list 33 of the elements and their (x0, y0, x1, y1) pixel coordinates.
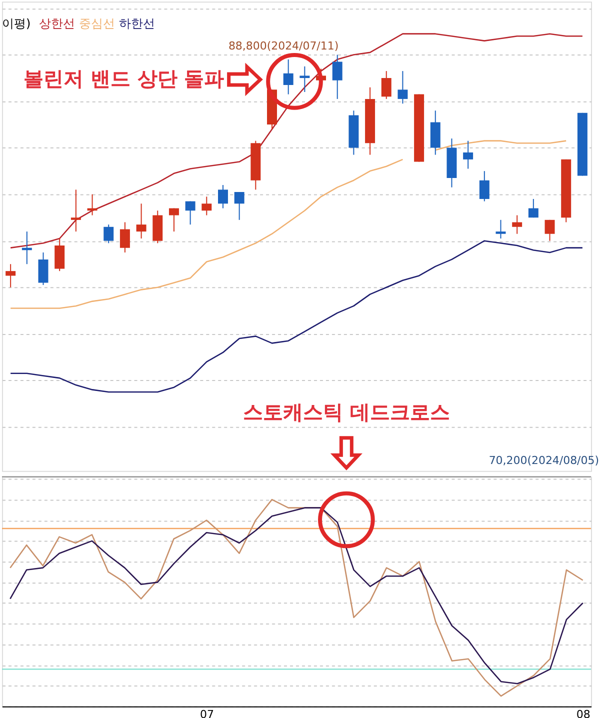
text: 88,800(2024/07/11) (228, 40, 339, 53)
x-tick-label: 08 (576, 708, 590, 718)
text: 중심선 (78, 16, 115, 31)
candlestick (496, 219, 506, 240)
candlestick (512, 214, 522, 234)
candlestick (202, 196, 212, 216)
text: 스토캐스틱 데드크로스 (242, 400, 450, 424)
text: 하한선 (118, 16, 155, 31)
candlestick (528, 198, 538, 218)
candlestick (120, 222, 130, 253)
candlestick (283, 58, 294, 95)
candlestick (168, 208, 179, 232)
x-tick-label: 07 (200, 708, 214, 718)
candlestick (332, 54, 342, 100)
candlestick (218, 184, 228, 209)
candlestick (234, 191, 244, 220)
candlestick (381, 70, 392, 100)
annotation: 볼린저 밴드 상단 돌파 (23, 66, 224, 90)
text: 상한선 (38, 16, 75, 31)
candlestick (398, 70, 408, 104)
candlestick (104, 224, 114, 244)
candlestick (70, 189, 81, 232)
candlestick (479, 170, 490, 202)
candlestick (54, 238, 65, 272)
text: 70,200(2024/08/05) (488, 454, 599, 467)
candlestick (463, 140, 474, 170)
candlestick (6, 264, 16, 288)
candlestick (38, 252, 48, 286)
candlestick (544, 219, 555, 242)
candlestick (136, 203, 146, 240)
candlestick (185, 200, 196, 226)
candlestick (300, 66, 310, 92)
legend-title: 이평) (2, 16, 31, 31)
